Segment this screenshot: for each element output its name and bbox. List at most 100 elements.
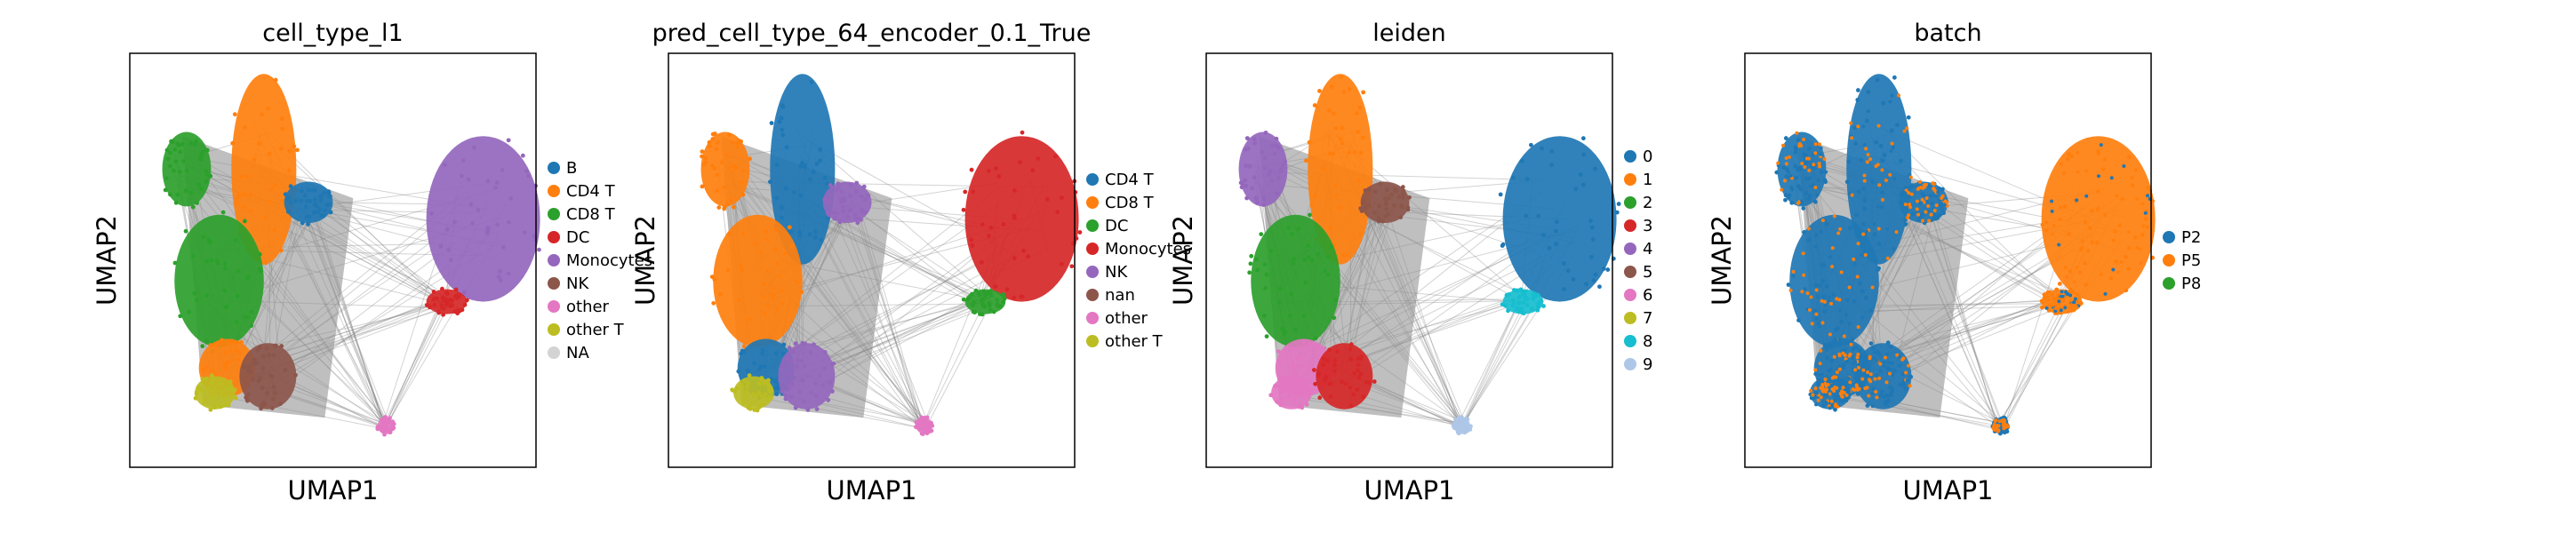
point bbox=[746, 405, 751, 410]
cluster-dc bbox=[424, 286, 469, 317]
point bbox=[1814, 233, 1819, 238]
point bbox=[1325, 272, 1331, 277]
point bbox=[2060, 298, 2065, 302]
point bbox=[1846, 389, 1851, 394]
axes-frame bbox=[1205, 52, 1613, 468]
point bbox=[1351, 392, 1356, 397]
point bbox=[459, 173, 464, 179]
point bbox=[1847, 226, 1852, 231]
point bbox=[1073, 190, 1078, 195]
point bbox=[982, 291, 988, 297]
point bbox=[462, 302, 468, 307]
point bbox=[787, 346, 792, 351]
point bbox=[204, 376, 209, 381]
point bbox=[1889, 149, 1893, 154]
point bbox=[758, 251, 764, 256]
point bbox=[2004, 423, 2009, 427]
point bbox=[382, 423, 388, 428]
point bbox=[769, 121, 774, 125]
point bbox=[1812, 163, 1816, 167]
point bbox=[1926, 210, 1932, 214]
legend-marker bbox=[1624, 196, 1636, 209]
point bbox=[1856, 352, 1860, 356]
point bbox=[2099, 143, 2103, 147]
point bbox=[764, 268, 770, 274]
point bbox=[1325, 254, 1331, 259]
point bbox=[1940, 202, 1944, 206]
point bbox=[2116, 270, 2120, 274]
point bbox=[1247, 164, 1252, 169]
point bbox=[2108, 276, 2114, 281]
point bbox=[242, 219, 247, 224]
point bbox=[168, 192, 172, 197]
point bbox=[1291, 261, 1296, 266]
point bbox=[1783, 136, 1788, 140]
point bbox=[1918, 215, 1923, 219]
point bbox=[2113, 229, 2117, 234]
point bbox=[258, 345, 262, 350]
point bbox=[802, 399, 807, 404]
cluster-nk bbox=[822, 180, 872, 226]
point bbox=[452, 219, 457, 225]
point bbox=[1870, 392, 1875, 396]
point bbox=[1815, 391, 1820, 395]
point bbox=[980, 312, 985, 317]
point bbox=[1244, 184, 1249, 188]
point bbox=[460, 307, 465, 313]
point bbox=[2083, 260, 2087, 266]
point bbox=[848, 207, 853, 212]
legend-label: NA bbox=[566, 344, 589, 362]
point bbox=[2069, 303, 2074, 307]
point bbox=[1554, 228, 1558, 234]
point bbox=[200, 377, 205, 381]
point bbox=[1358, 354, 1364, 359]
point bbox=[1822, 309, 1828, 314]
point bbox=[1804, 162, 1808, 166]
point bbox=[248, 208, 253, 213]
point bbox=[769, 387, 773, 393]
point bbox=[797, 390, 802, 395]
point bbox=[1860, 315, 1865, 320]
point bbox=[1923, 200, 1927, 204]
point bbox=[454, 293, 460, 298]
point bbox=[1942, 203, 1947, 207]
point bbox=[272, 227, 277, 233]
point bbox=[303, 204, 308, 209]
point bbox=[780, 351, 786, 356]
point bbox=[1262, 155, 1268, 161]
point bbox=[1581, 152, 1587, 157]
point bbox=[1814, 316, 1819, 322]
point bbox=[1941, 211, 1947, 216]
point bbox=[1849, 342, 1853, 346]
legend-marker bbox=[2163, 231, 2175, 243]
point bbox=[244, 395, 249, 400]
point bbox=[2051, 303, 2055, 307]
point bbox=[1932, 214, 1937, 219]
point bbox=[971, 300, 976, 306]
point bbox=[1247, 270, 1252, 275]
point bbox=[1866, 90, 1871, 95]
point bbox=[842, 198, 847, 203]
axes-frame bbox=[129, 52, 537, 468]
point bbox=[1856, 124, 1860, 129]
point bbox=[1844, 393, 1849, 397]
cluster-p2 bbox=[1786, 214, 1879, 354]
point bbox=[780, 127, 785, 132]
point bbox=[188, 190, 194, 195]
point bbox=[1400, 185, 1405, 189]
point bbox=[194, 139, 199, 144]
point bbox=[1994, 418, 1998, 422]
point bbox=[1860, 243, 1865, 248]
point bbox=[919, 415, 924, 420]
point bbox=[300, 220, 305, 226]
point bbox=[1356, 179, 1361, 183]
point bbox=[772, 286, 776, 290]
point bbox=[1590, 237, 1596, 243]
point bbox=[1806, 146, 1812, 151]
panel-title: cell_type_l1 bbox=[262, 20, 403, 47]
point bbox=[236, 268, 241, 274]
point bbox=[257, 251, 262, 257]
point bbox=[1385, 187, 1389, 192]
point bbox=[1328, 226, 1333, 231]
point bbox=[852, 212, 858, 217]
